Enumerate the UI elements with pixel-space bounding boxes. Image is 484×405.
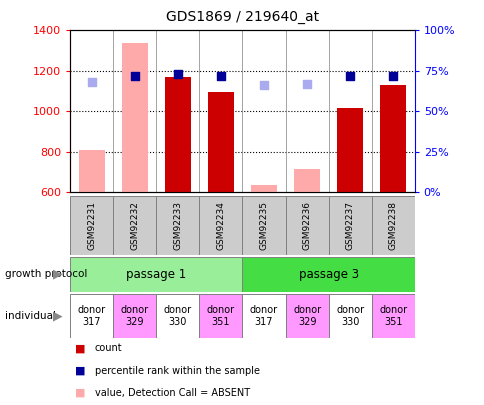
- Text: GSM92233: GSM92233: [173, 201, 182, 250]
- Bar: [379, 85, 405, 192]
- Text: passage 1: passage 1: [126, 268, 186, 281]
- Point: [389, 72, 396, 79]
- Bar: [156, 196, 199, 255]
- Text: GSM92234: GSM92234: [216, 201, 225, 250]
- Text: ■: ■: [75, 388, 86, 398]
- Text: donor
329: donor 329: [121, 305, 149, 327]
- Text: donor
330: donor 330: [335, 305, 363, 327]
- Bar: [242, 257, 414, 292]
- Point: [174, 71, 182, 77]
- Text: GSM92231: GSM92231: [87, 201, 96, 250]
- Bar: [156, 294, 199, 338]
- Bar: [328, 294, 371, 338]
- Text: donor
317: donor 317: [249, 305, 277, 327]
- Text: ▶: ▶: [53, 268, 63, 281]
- Text: GSM92232: GSM92232: [130, 201, 139, 250]
- Text: passage 3: passage 3: [298, 268, 358, 281]
- Text: growth protocol: growth protocol: [5, 269, 87, 279]
- Text: GSM92236: GSM92236: [302, 201, 311, 250]
- Text: GDS1869 / 219640_at: GDS1869 / 219640_at: [166, 10, 318, 24]
- Text: count: count: [94, 343, 122, 353]
- Text: ▶: ▶: [53, 309, 63, 322]
- Bar: [199, 196, 242, 255]
- Text: ■: ■: [75, 343, 86, 353]
- Point: [131, 72, 138, 79]
- Bar: [242, 196, 285, 255]
- Bar: [285, 196, 328, 255]
- Point: [217, 72, 225, 79]
- Text: donor
351: donor 351: [207, 305, 235, 327]
- Bar: [242, 294, 285, 338]
- Bar: [121, 43, 148, 192]
- Text: GSM92238: GSM92238: [388, 201, 397, 250]
- Bar: [336, 108, 362, 192]
- Point: [346, 72, 353, 79]
- Text: percentile rank within the sample: percentile rank within the sample: [94, 366, 259, 375]
- Bar: [70, 257, 242, 292]
- Bar: [199, 294, 242, 338]
- Bar: [70, 196, 113, 255]
- Point: [88, 79, 95, 85]
- Text: GSM92235: GSM92235: [259, 201, 268, 250]
- Bar: [70, 294, 113, 338]
- Text: value, Detection Call = ABSENT: value, Detection Call = ABSENT: [94, 388, 249, 398]
- Bar: [371, 294, 414, 338]
- Bar: [285, 294, 328, 338]
- Text: donor
330: donor 330: [164, 305, 192, 327]
- Text: individual: individual: [5, 311, 56, 321]
- Bar: [165, 77, 190, 192]
- Bar: [251, 185, 276, 192]
- Text: donor
317: donor 317: [77, 305, 106, 327]
- Bar: [113, 196, 156, 255]
- Bar: [371, 196, 414, 255]
- Text: donor
329: donor 329: [292, 305, 320, 327]
- Bar: [208, 92, 233, 192]
- Point: [259, 82, 267, 89]
- Text: GSM92237: GSM92237: [345, 201, 354, 250]
- Bar: [293, 169, 319, 192]
- Bar: [113, 294, 156, 338]
- Bar: [328, 196, 371, 255]
- Bar: [79, 150, 105, 192]
- Text: donor
351: donor 351: [378, 305, 407, 327]
- Point: [302, 81, 310, 87]
- Text: ■: ■: [75, 366, 86, 375]
